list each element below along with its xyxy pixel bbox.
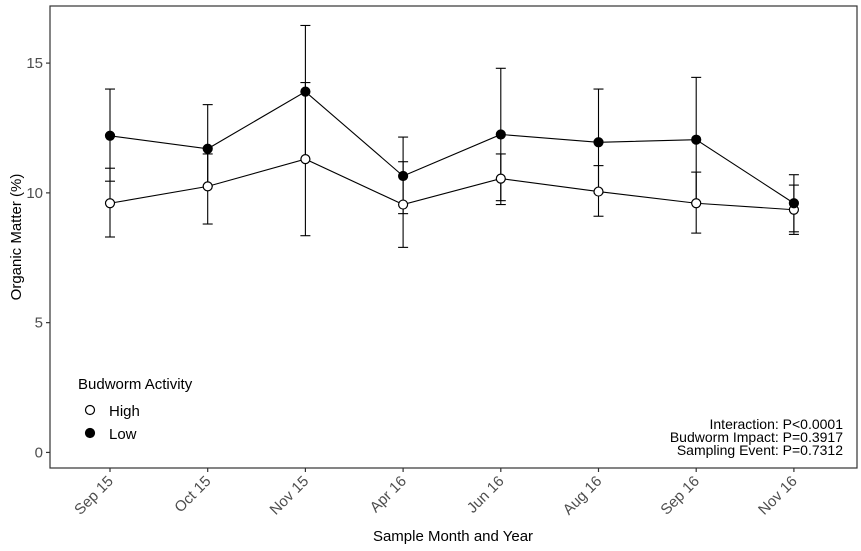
data-point-high [300,154,311,165]
y-tick-label: 15 [26,55,43,72]
data-point-high [593,186,604,197]
series-layer [104,24,800,248]
legend-label-high: High [109,403,140,420]
data-point-high [495,173,506,184]
x-tick-label: Apr 16 [367,473,410,516]
data-point-low [593,137,604,148]
x-tick-label: Aug 16 [560,473,606,519]
data-point-high [202,181,213,192]
x-tick-label: Nov 16 [755,473,801,519]
data-point-low [104,130,116,141]
data-point-low [495,129,506,140]
data-point-high [398,199,409,210]
x-tick-label: Oct 15 [171,473,214,516]
x-tick-label: Sep 16 [657,473,703,519]
series-line-high [109,158,794,211]
legend: Budworm Activity High Low [78,376,193,443]
legend-key-low [84,427,96,439]
x-tick-label: Sep 15 [71,473,117,519]
y-tick-label: 10 [26,185,43,202]
x-tick-label: Jun 16 [464,473,508,517]
data-point-low [300,86,311,97]
data-point-high [691,198,702,209]
x-axis-title: Sample Month and Year [373,528,533,545]
annotation-sampling-event: Sampling Event: P=0.7312 [677,442,843,458]
data-point-high [104,198,116,209]
y-axis: 0 5 10 15 [26,55,50,461]
annotation-budworm-impact: Budworm Impact: P=0.3917 [670,429,843,445]
legend-key-high [84,404,96,416]
y-axis-title: Organic Matter (%) [8,174,25,301]
annotation-interaction: Interaction: P<0.0001 [710,416,844,432]
data-point-low [398,170,409,182]
data-point-low [202,143,213,154]
series-line-low [109,90,795,204]
x-tick-label: Nov 15 [267,473,313,519]
data-point-low [691,134,702,145]
legend-title: Budworm Activity [78,376,193,393]
y-tick-label: 5 [35,315,43,332]
stats-annotation: Interaction: P<0.0001 Budworm Impact: P=… [670,416,843,458]
data-point-low [788,198,800,209]
legend-label-low: Low [109,426,137,443]
x-axis: Sep 15 Oct 15 Nov 15 Apr 16 Jun 16 Aug 16 Sep … [71,468,801,518]
y-tick-label: 0 [35,444,43,461]
plot-panel [49,5,858,469]
